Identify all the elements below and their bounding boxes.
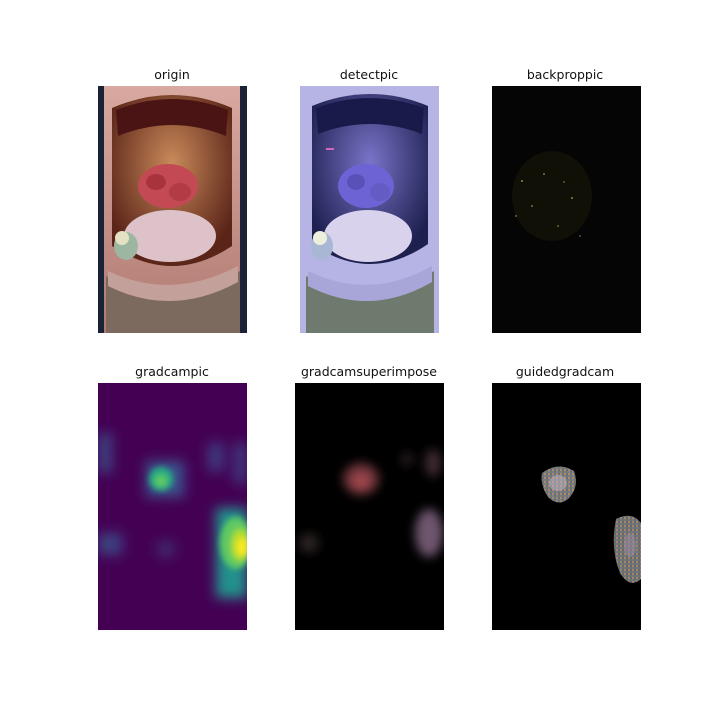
panel-title-gradcam: gradcampic	[135, 364, 209, 379]
gradcam-heatmap	[98, 383, 247, 630]
panel-title-detect: detectpic	[339, 67, 399, 82]
superimpose-image	[295, 383, 444, 630]
panel-title-backprop: backproppic	[526, 67, 604, 82]
backprop-image	[492, 86, 641, 333]
origin-image	[98, 86, 247, 333]
panel-title-guided: guidedgradcam	[515, 364, 615, 379]
panel-title-origin: origin	[154, 67, 190, 82]
guided-gradcam-image	[492, 383, 641, 630]
panel-title-superimpose: gradcamsuperimpose	[300, 364, 437, 379]
detect-image	[300, 86, 439, 333]
